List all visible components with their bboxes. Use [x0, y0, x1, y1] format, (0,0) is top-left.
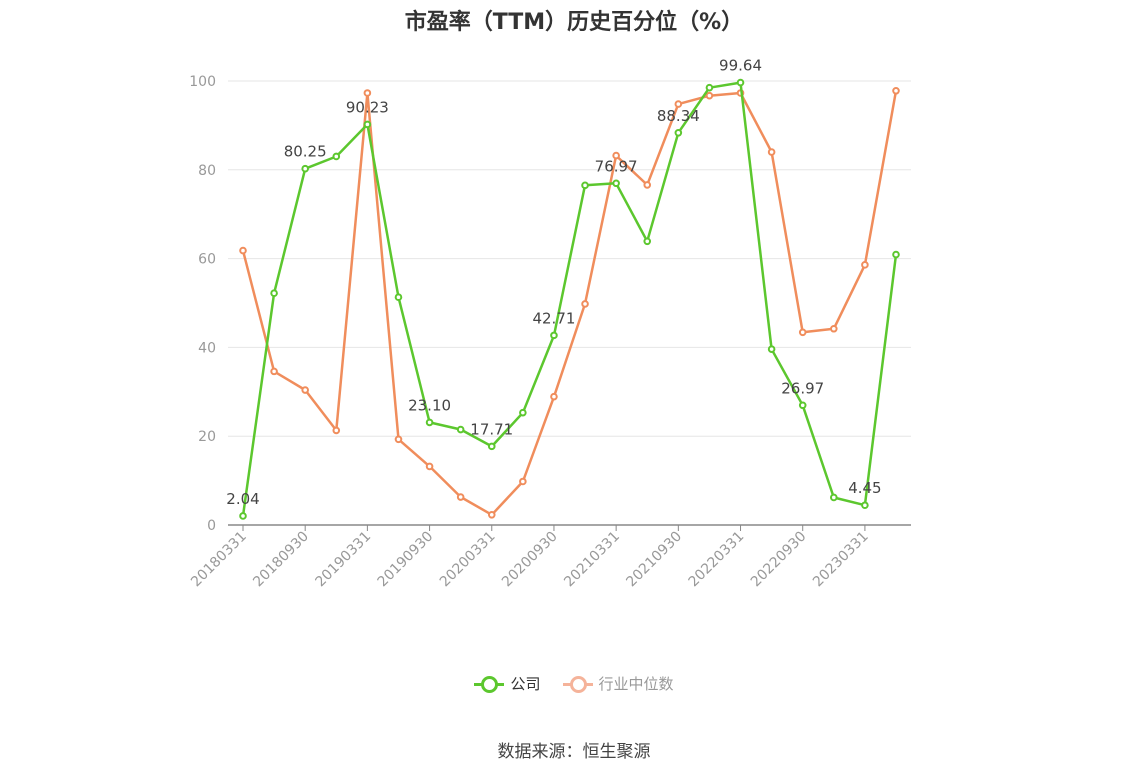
data-point-industry: [612, 151, 620, 160]
data-point-company: [550, 331, 558, 340]
x-tick-label: 20210331: [561, 529, 623, 591]
data-label: 4.45: [848, 479, 881, 497]
data-point-industry: [674, 100, 683, 108]
data-point-industry: [487, 510, 496, 519]
x-tick-label: 20190331: [313, 529, 375, 591]
data-point-industry: [425, 462, 434, 471]
y-tick-label: 20: [198, 429, 216, 445]
x-tick-label: 20190930: [375, 529, 437, 591]
chart-title: 市盈率（TTM）历史百分位（%）: [404, 10, 744, 35]
data-point-industry: [705, 91, 714, 100]
legend-swatch-industry: [562, 675, 593, 693]
y-tick-label: 80: [198, 163, 216, 179]
y-tick-label: 100: [189, 74, 216, 90]
data-point-industry: [798, 328, 807, 337]
data-point-company: [301, 164, 309, 173]
legend-label-industry: 行业中位数: [598, 675, 674, 693]
data-point-company: [394, 293, 403, 302]
legend-swatch-company: [474, 675, 505, 693]
data-point-company: [798, 401, 807, 410]
data-point-company: [581, 181, 589, 190]
series-line-industry: [241, 90, 898, 517]
data-label: 90.23: [346, 98, 389, 116]
series-line-company: [241, 81, 898, 517]
data-point-company: [456, 425, 465, 434]
data-label: 17.71: [470, 420, 513, 438]
legend-item-industry[interactable]: 行业中位数: [562, 673, 674, 694]
data-point-company: [705, 83, 714, 92]
data-point-company: [239, 512, 247, 520]
data-label: 23.10: [408, 396, 451, 414]
source-note: 数据来源：恒生聚源: [497, 742, 651, 762]
data-point-industry: [550, 392, 558, 401]
data-labels: 2.04 80.25 90.23 23.10 17.71 42.71 76.97 88.34 9…: [226, 57, 881, 508]
data-point-company: [892, 250, 900, 259]
data-point-industry: [767, 148, 776, 156]
data-point-company: [736, 78, 745, 87]
data-label: 99.64: [719, 57, 762, 75]
data-point-company: [767, 345, 776, 353]
x-tick-label: 20200930: [499, 529, 561, 591]
series: [239, 78, 900, 520]
data-point-industry: [270, 367, 278, 376]
x-tick-label: 20210930: [623, 529, 685, 591]
data-label: 76.97: [595, 157, 638, 175]
data-point-industry: [301, 386, 309, 394]
data-point-industry: [581, 300, 589, 308]
line-chart: 0 20 40 60 80 100 20180331 20180930 20190331 2019…: [188, 57, 911, 591]
data-point-industry: [861, 261, 869, 269]
data-point-company: [425, 418, 434, 427]
data-point-company: [674, 128, 683, 137]
legend-item-company[interactable]: 公司: [474, 673, 541, 694]
data-point-industry: [332, 426, 341, 435]
data-point-company: [363, 120, 372, 129]
data-point-industry: [394, 435, 403, 444]
y-tick-label: 60: [198, 252, 216, 268]
data-point-industry: [830, 324, 838, 333]
x-tick-label: 20230331: [810, 529, 872, 591]
legend-label-company: 公司: [510, 675, 541, 693]
x-tick-label: 20180331: [188, 529, 250, 591]
y-tick-label: 40: [198, 340, 216, 356]
data-point-industry: [519, 477, 527, 486]
data-point-industry: [239, 246, 247, 255]
legend-circle-icon: [569, 675, 587, 693]
data-point-company: [519, 408, 527, 417]
legend-circle-icon: [481, 675, 499, 693]
data-point-company: [612, 179, 620, 188]
y-tick-label: 0: [207, 518, 216, 534]
data-point-industry: [456, 493, 465, 501]
x-tick-label: 20220331: [686, 529, 748, 591]
data-point-industry: [892, 86, 900, 95]
legend: 公司 行业中位数: [0, 673, 1148, 694]
x-tick-label: 20220930: [748, 529, 810, 591]
data-point-company: [487, 442, 496, 451]
data-label: 42.71: [532, 309, 575, 327]
data-point-company: [643, 237, 652, 246]
x-tick-label: 20200331: [437, 529, 499, 591]
data-label: 88.34: [657, 107, 700, 125]
data-point-company: [270, 289, 278, 298]
x-tick-label: 20180930: [250, 529, 312, 591]
data-point-company: [830, 493, 838, 502]
data-point-company: [332, 152, 341, 161]
data-label: 2.04: [226, 490, 259, 508]
data-label: 26.97: [781, 379, 824, 397]
data-label: 80.25: [284, 143, 327, 161]
data-point-industry: [363, 89, 372, 97]
data-point-industry: [643, 181, 652, 189]
data-point-company: [861, 501, 869, 510]
